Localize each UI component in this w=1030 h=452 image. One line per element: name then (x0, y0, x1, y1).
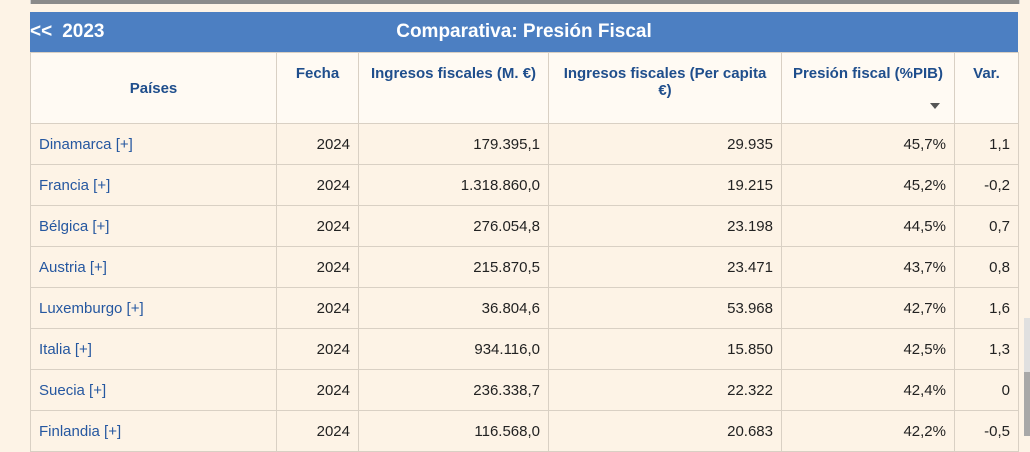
cell-fiscal-pressure: 45,2% (781, 164, 955, 206)
cell-date: 2024 (276, 246, 359, 288)
cell-revenue: 236.338,7 (358, 369, 549, 411)
table-row: Francia [+] 2024 1.318.860,0 19.215 45,2% -0,… (30, 164, 1019, 206)
cell-revenue: 36.804,6 (358, 287, 549, 329)
column-header-countries[interactable]: Países (30, 52, 277, 124)
country-link[interactable]: Bélgica [+] (30, 205, 277, 247)
cell-per-capita: 15.850 (548, 328, 782, 370)
cell-date: 2024 (276, 164, 359, 206)
title-bar: << 2023 Comparativa: Presión Fiscal (30, 12, 1018, 52)
table-row: Austria [+] 2024 215.870,5 23.471 43,7% 0,8 (30, 246, 1019, 288)
cell-var: 1,3 (954, 328, 1019, 370)
cell-revenue: 179.395,1 (358, 123, 549, 165)
previous-year-link[interactable]: << 2023 (30, 12, 104, 52)
table-row: Finlandia [+] 2024 116.568,0 20.683 42,2% -0,… (30, 410, 1019, 452)
cell-fiscal-pressure: 45,7% (781, 123, 955, 165)
country-link[interactable]: Dinamarca [+] (30, 123, 277, 165)
cell-fiscal-pressure: 42,5% (781, 328, 955, 370)
cell-var: 0,8 (954, 246, 1019, 288)
cell-revenue: 934.116,0 (358, 328, 549, 370)
cell-var: 1,1 (954, 123, 1019, 165)
fiscal-comparison-panel: << 2023 Comparativa: Presión Fiscal País… (30, 12, 1019, 452)
cell-date: 2024 (276, 123, 359, 165)
double-chevron-left-icon: << (30, 21, 53, 42)
cell-per-capita: 19.215 (548, 164, 782, 206)
cell-date: 2024 (276, 328, 359, 370)
cell-fiscal-pressure: 43,7% (781, 246, 955, 288)
country-link[interactable]: Italia [+] (30, 328, 277, 370)
cell-per-capita: 23.198 (548, 205, 782, 247)
cell-revenue: 1.318.860,0 (358, 164, 549, 206)
column-header-var[interactable]: Var. (954, 52, 1019, 124)
table-row: Suecia [+] 2024 236.338,7 22.322 42,4% 0 (30, 369, 1019, 411)
cell-date: 2024 (276, 410, 359, 452)
table-row: Italia [+] 2024 934.116,0 15.850 42,5% 1,3 (30, 328, 1019, 370)
cell-per-capita: 22.322 (548, 369, 782, 411)
cell-revenue: 215.870,5 (358, 246, 549, 288)
column-header-revenue[interactable]: Ingresos fiscales (M. €) (358, 52, 549, 124)
fiscal-table: Países Fecha Ingresos fiscales (M. €) In… (30, 52, 1019, 452)
cell-fiscal-pressure: 42,7% (781, 287, 955, 329)
cell-per-capita: 53.968 (548, 287, 782, 329)
cell-per-capita: 23.471 (548, 246, 782, 288)
column-header-fiscal-pressure-label: Presión fiscal (%PIB) (792, 65, 944, 82)
column-header-revenue-label: Ingresos fiscales (M. €) (370, 65, 537, 82)
cell-var: -0,5 (954, 410, 1019, 452)
table-row: Bélgica [+] 2024 276.054,8 23.198 44,5% 0,7 (30, 205, 1019, 247)
cell-var: 0 (954, 369, 1019, 411)
country-link[interactable]: Suecia [+] (30, 369, 277, 411)
previous-year-label: 2023 (62, 21, 105, 42)
cell-var: 1,6 (954, 287, 1019, 329)
page-title: Comparativa: Presión Fiscal (396, 21, 652, 42)
column-header-date[interactable]: Fecha (276, 52, 359, 124)
cell-fiscal-pressure: 42,2% (781, 410, 955, 452)
column-header-per-capita[interactable]: Ingresos fiscales (Per capita €) (548, 52, 782, 124)
top-border (30, 0, 1020, 4)
cell-per-capita: 29.935 (548, 123, 782, 165)
cell-fiscal-pressure: 44,5% (781, 205, 955, 247)
sort-descending-icon (930, 103, 940, 109)
cell-var: -0,2 (954, 164, 1019, 206)
column-header-per-capita-label: Ingresos fiscales (Per capita €) (563, 65, 767, 99)
country-link[interactable]: Luxemburgo [+] (30, 287, 277, 329)
country-link[interactable]: Austria [+] (30, 246, 277, 288)
cell-date: 2024 (276, 287, 359, 329)
cell-date: 2024 (276, 369, 359, 411)
table-row: Luxemburgo [+] 2024 36.804,6 53.968 42,7% 1,6 (30, 287, 1019, 329)
cell-var: 0,7 (954, 205, 1019, 247)
column-header-fiscal-pressure[interactable]: Presión fiscal (%PIB) (781, 52, 955, 124)
table-row: Dinamarca [+] 2024 179.395,1 29.935 45,7% 1,1 (30, 123, 1019, 165)
table-header-row: Países Fecha Ingresos fiscales (M. €) In… (30, 52, 1019, 124)
country-link[interactable]: Finlandia [+] (30, 410, 277, 452)
cell-revenue: 116.568,0 (358, 410, 549, 452)
cell-fiscal-pressure: 42,4% (781, 369, 955, 411)
cell-revenue: 276.054,8 (358, 205, 549, 247)
scrollbar-thumb[interactable] (1024, 372, 1030, 436)
country-link[interactable]: Francia [+] (30, 164, 277, 206)
cell-per-capita: 20.683 (548, 410, 782, 452)
cell-date: 2024 (276, 205, 359, 247)
